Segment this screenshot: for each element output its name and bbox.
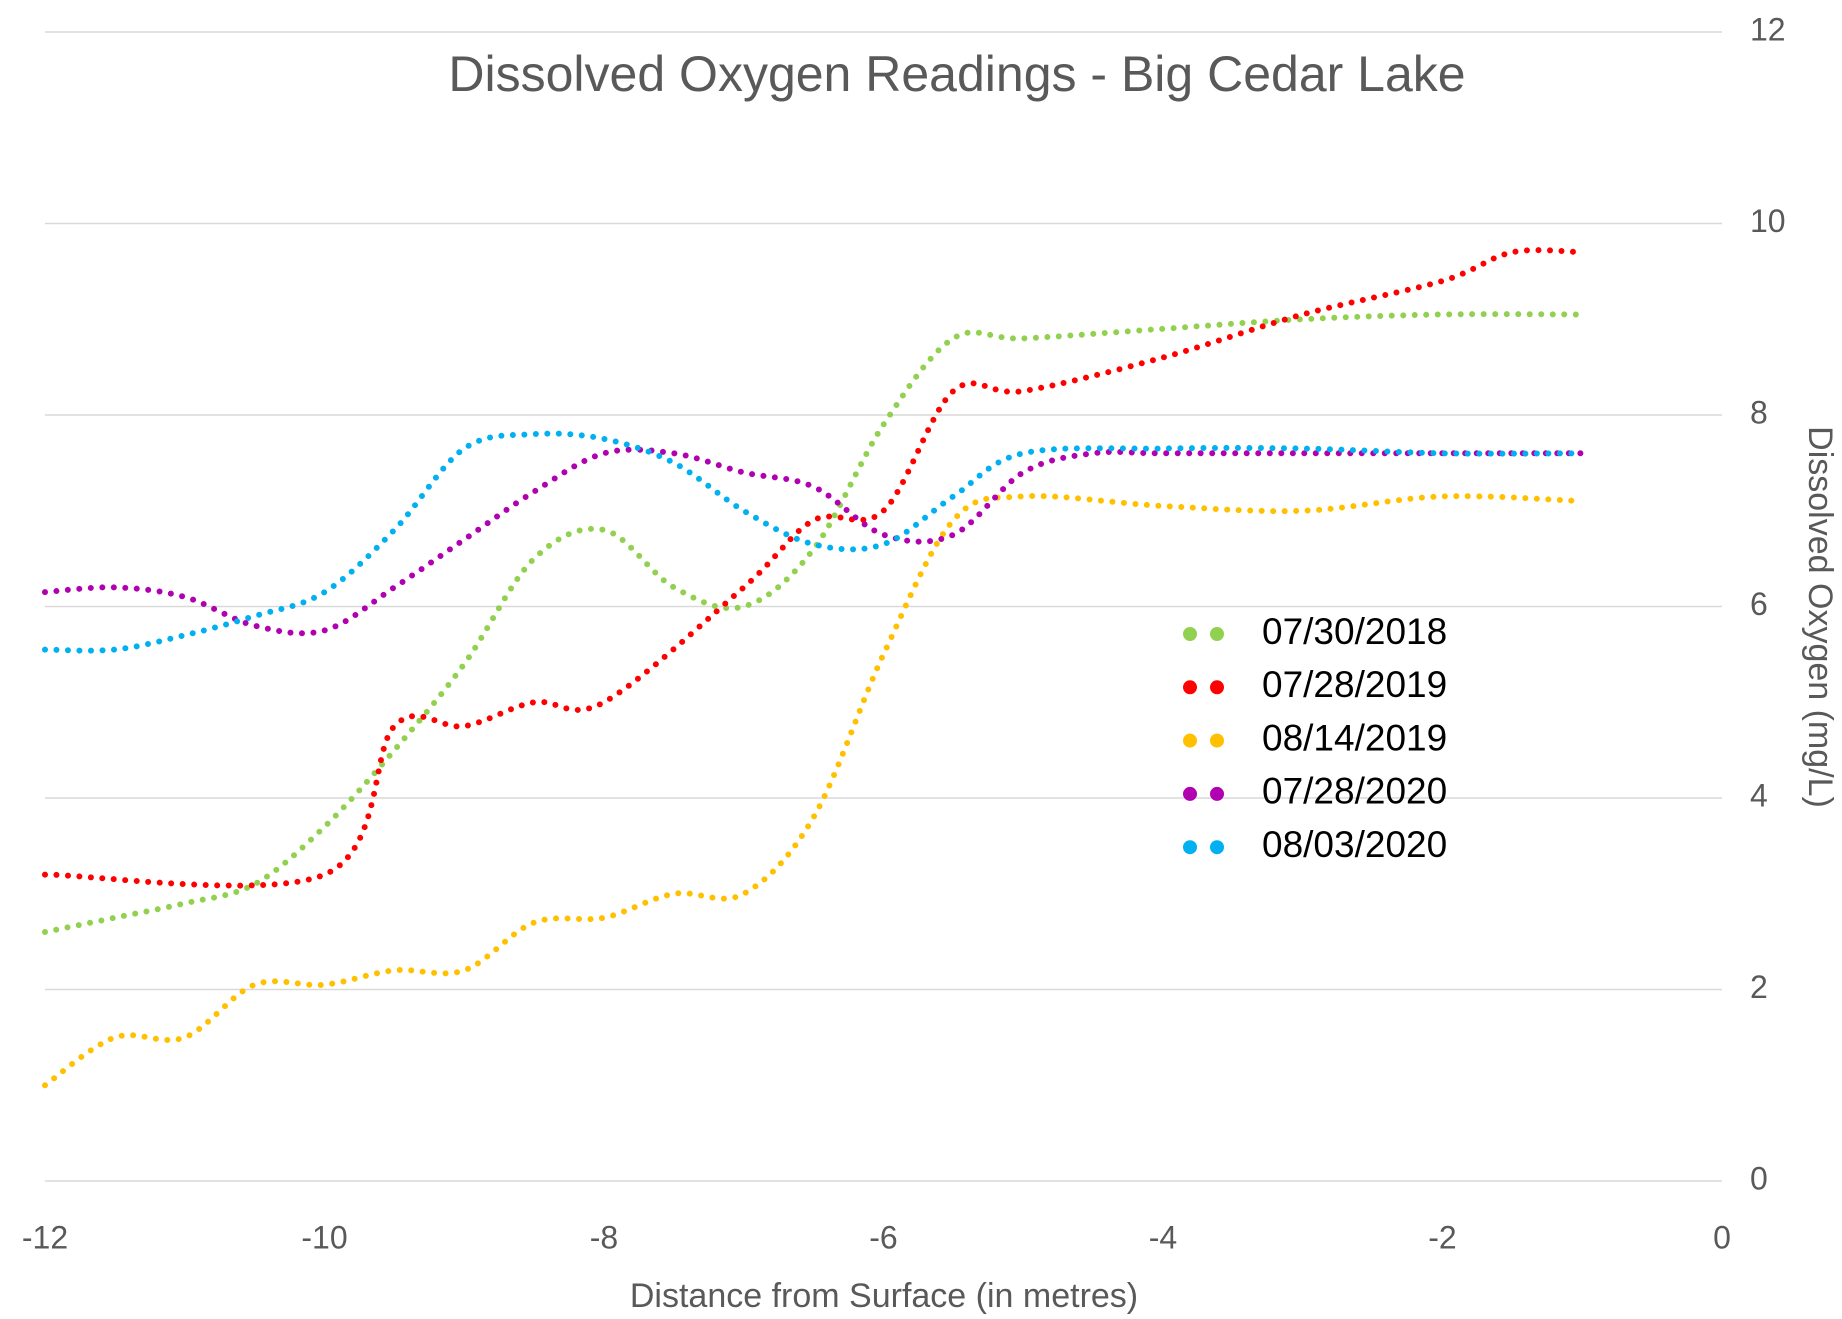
legend-label: 08/14/2019 xyxy=(1262,717,1447,758)
y-tick-label: 0 xyxy=(1750,1160,1768,1196)
y-axis-label: Dissolved Oxygen (mg/L) xyxy=(1801,426,1839,808)
y-tick-label: 10 xyxy=(1750,203,1786,239)
y-tick-label: 2 xyxy=(1750,969,1768,1005)
chart-title: Dissolved Oxygen Readings - Big Cedar La… xyxy=(448,46,1465,102)
x-tick-label: -8 xyxy=(590,1219,618,1255)
series-line xyxy=(42,493,1586,1089)
x-tick-label: -6 xyxy=(869,1219,897,1255)
x-tick-label: -4 xyxy=(1149,1219,1177,1255)
x-axis-label: Distance from Surface (in metres) xyxy=(630,1277,1138,1315)
series-line xyxy=(42,430,1586,654)
legend-label: 08/03/2020 xyxy=(1262,824,1447,865)
series-line xyxy=(42,446,1586,637)
x-tick-label: -10 xyxy=(301,1219,347,1255)
x-tick-label: -2 xyxy=(1428,1219,1456,1255)
y-tick-label: 6 xyxy=(1750,586,1768,622)
series-line xyxy=(42,247,1586,889)
x-tick-label: -12 xyxy=(22,1219,68,1255)
legend-label: 07/28/2020 xyxy=(1262,771,1447,812)
x-tick-label: 0 xyxy=(1713,1219,1731,1255)
y-tick-label: 8 xyxy=(1750,394,1768,430)
legend-label: 07/30/2018 xyxy=(1262,611,1447,652)
legend-label: 07/28/2019 xyxy=(1262,664,1447,705)
y-tick-label: 4 xyxy=(1750,777,1768,813)
y-tick-label: 12 xyxy=(1750,11,1786,47)
